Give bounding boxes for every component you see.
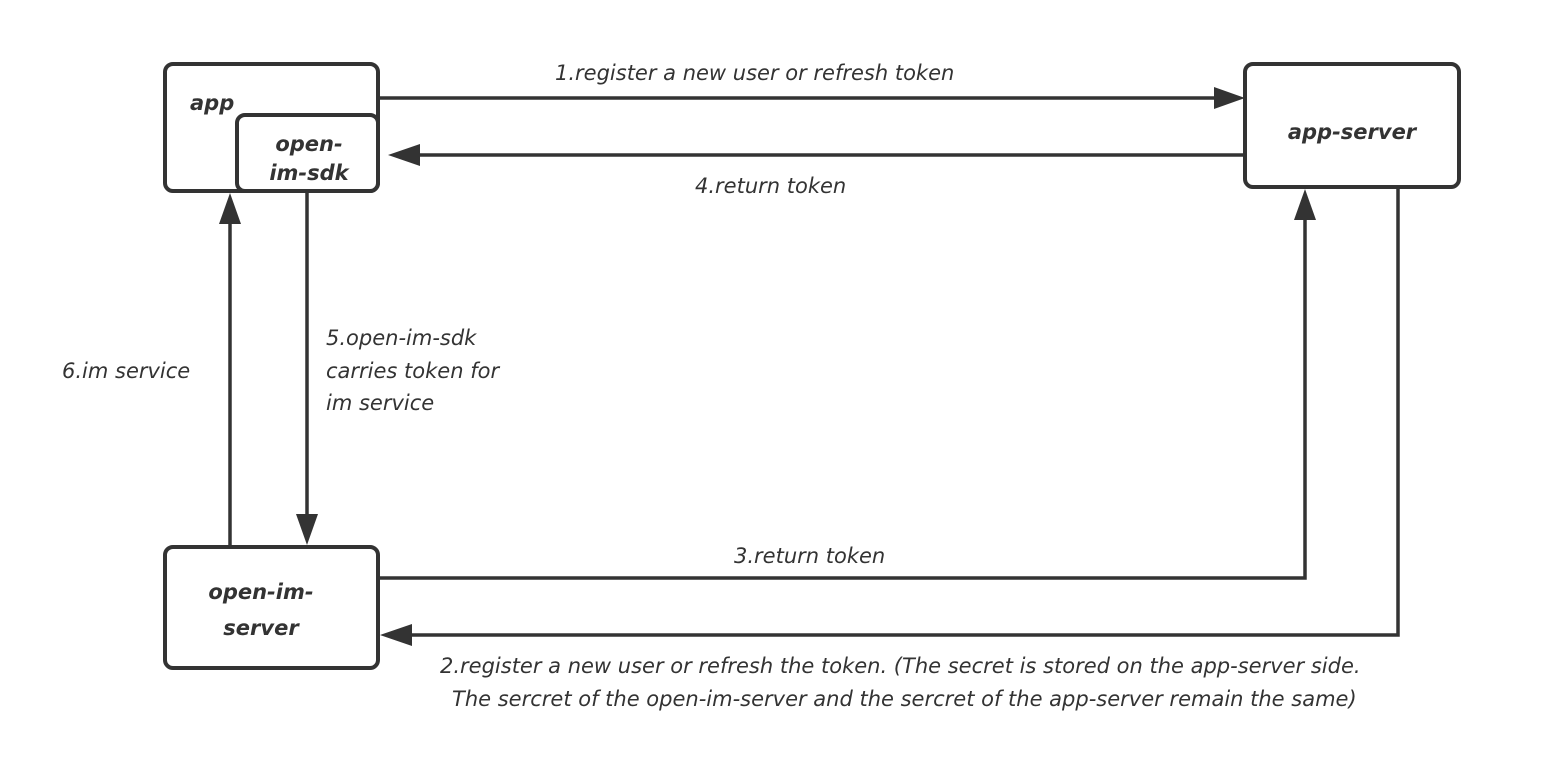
edge-2: 2.register a new user or refresh the tok… (380, 187, 1400, 711)
node-open-im-server: open-im- server (163, 545, 380, 670)
edge-3: 3.return token (378, 189, 1316, 580)
node-app-server: app-server (1243, 62, 1461, 189)
edge-6-arrowhead (219, 193, 241, 224)
edge-1-label: 1.register a new user or refresh token (555, 61, 954, 85)
app-server-box (1243, 62, 1461, 189)
edge-5: 5.open-im-sdk carries token for im servi… (296, 191, 500, 545)
edge-4-label: 4.return token (695, 174, 846, 198)
edge-6: 6.im service (62, 193, 241, 547)
im-server-label-line1: open-im- (208, 580, 313, 604)
edge-5-label-line3: im service (326, 391, 434, 415)
app-server-label: app-server (1288, 120, 1418, 144)
edge-3-arrowhead (1294, 189, 1316, 220)
node-open-im-sdk: open- im-sdk (235, 113, 380, 193)
edge-6-label: 6.im service (62, 359, 190, 383)
im-server-label-line2: server (223, 616, 300, 640)
edge-4: 4.return token (388, 144, 1245, 198)
edge-3-label: 3.return token (734, 544, 885, 568)
edge-4-arrowhead (388, 144, 420, 166)
edge-5-label-line2: carries token for (326, 359, 500, 383)
im-server-box (163, 545, 380, 670)
edge-5-label-line1: 5.open-im-sdk (326, 326, 477, 350)
edge-2-label-line2: The sercret of the open-im-server and th… (452, 687, 1357, 711)
edge-3-line (378, 215, 1307, 580)
sdk-label-line1: open- (275, 132, 342, 156)
edge-2-label-line1: 2.register a new user or refresh the tok… (440, 654, 1361, 678)
edge-2-arrowhead (380, 624, 412, 646)
edge-5-arrowhead (296, 514, 318, 545)
edge-1: 1.register a new user or refresh token (378, 61, 1245, 109)
edge-1-arrowhead (1214, 87, 1245, 109)
app-label: app (190, 91, 234, 115)
edge-2-line (405, 187, 1400, 637)
sdk-label-line2: im-sdk (269, 161, 350, 185)
